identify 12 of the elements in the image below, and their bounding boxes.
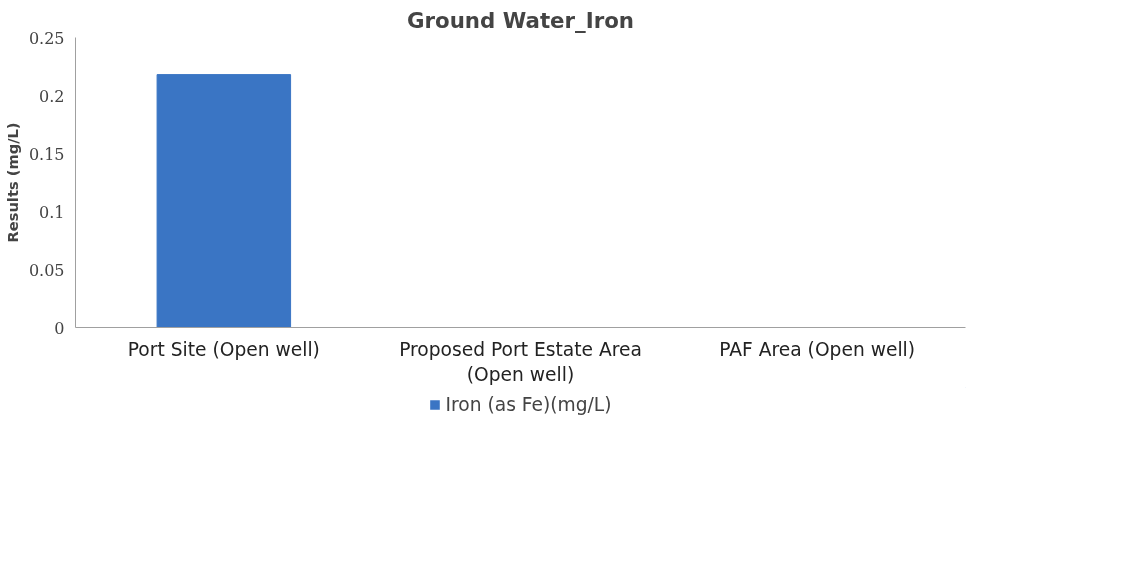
x-tick-label: Port Site (Open well) xyxy=(127,338,320,360)
y-tick-label: 0.1 xyxy=(39,202,65,222)
y-tick-label: 0.15 xyxy=(28,144,65,164)
chart-title: Ground Water_Iron xyxy=(406,7,635,33)
x-tick-label: Proposed Port Estate Area (Open well) xyxy=(399,338,642,385)
y-tick-label: 0 xyxy=(54,318,65,338)
y-tick-label: 0.2 xyxy=(39,86,65,106)
x-tick-label: PAF Area (Open well) xyxy=(719,338,916,360)
y-tick-label: 0.05 xyxy=(28,260,65,280)
legend-label: Iron (as Fe)(mg/L) xyxy=(445,393,612,415)
y-axis-title: Results (mg/L) xyxy=(3,122,21,243)
y-tick-label: 0.25 xyxy=(28,28,65,48)
